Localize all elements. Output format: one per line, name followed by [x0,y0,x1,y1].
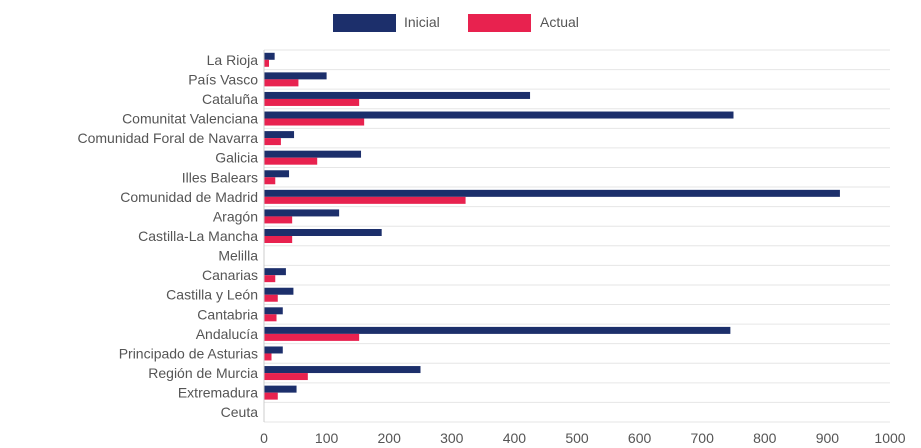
bar-actual [264,294,278,302]
category-label: Aragón [213,208,258,224]
bar-actual [264,236,293,243]
legend-swatch-inicial [333,14,396,32]
x-tick-label: 500 [565,430,589,446]
legend: Inicial Actual [333,14,579,32]
bar-inicial [264,268,286,276]
x-tick-label: 1000 [874,430,905,446]
x-tick-label: 900 [816,430,840,446]
category-label: Galicia [215,150,258,166]
bar-inicial [264,72,327,80]
category-label: Melilla [218,248,258,264]
category-label: Castilla-La Mancha [138,228,258,244]
category-label: Illes Balears [182,169,258,185]
category-labels: La Rioja País Vasco Cataluña Comunitat Vale… [77,52,258,420]
bar-inicial [264,326,731,334]
bar-actual [264,353,272,361]
bar-actual [264,138,281,146]
bar-actual [264,373,308,381]
bar-actual [264,79,299,87]
bar-actual [264,216,293,224]
bar-inicial [264,111,734,119]
bar-inicial [264,91,531,99]
bar-inicial [264,131,295,139]
x-tick-label: 400 [503,430,527,446]
bar-actual [264,157,318,165]
category-label: Cantabria [197,306,258,322]
x-tick-label: 700 [691,430,715,446]
x-tick-label: 600 [628,430,652,446]
x-axis-ticks: 0 100 200 300 400 500 600 700 800 900 1000 [260,430,906,446]
bar-actual [264,196,466,204]
x-tick-label: 300 [440,430,464,446]
bar-actual [264,177,276,185]
category-label: Comunidad Foral de Navarra [77,130,258,146]
category-label: Comunitat Valenciana [122,111,258,127]
x-tick-label: 100 [315,430,339,446]
category-label: Cataluña [202,91,258,107]
category-label: Comunidad de Madrid [120,189,258,205]
bar-actual [264,275,276,283]
bar-actual [264,314,277,322]
gridlines [264,49,890,423]
bar-inicial [264,366,421,374]
bars [264,52,840,400]
bar-inicial [264,170,290,178]
bar-inicial [264,52,275,60]
x-tick-label: 200 [378,430,402,446]
bar-actual [264,392,278,400]
bar-actual [264,118,365,126]
bar-inicial [264,209,340,217]
legend-swatch-actual [468,14,531,32]
category-label: Andalucía [196,326,258,342]
bar-inicial [264,307,283,315]
x-tick-label: 0 [260,430,268,446]
bar-inicial [264,150,362,158]
category-label: Canarias [202,267,258,283]
category-label: Región de Murcia [148,365,258,381]
bar-inicial [264,229,382,236]
category-label: La Rioja [207,52,259,68]
bar-actual [264,59,270,67]
x-tick-label: 800 [753,430,777,446]
bar-actual [264,98,360,106]
bar-actual [264,333,360,341]
category-label: Principado de Asturias [119,345,258,361]
bar-inicial [264,287,294,295]
bar-inicial [264,189,840,197]
bar-inicial [264,346,283,354]
category-label: Extremadura [178,385,258,401]
category-label: Castilla y León [166,287,258,303]
legend-label-actual: Actual [540,14,579,30]
category-label: País Vasco [188,71,258,87]
category-label: Ceuta [221,404,259,420]
bar-inicial [264,385,297,393]
legend-label-inicial: Inicial [404,14,440,30]
